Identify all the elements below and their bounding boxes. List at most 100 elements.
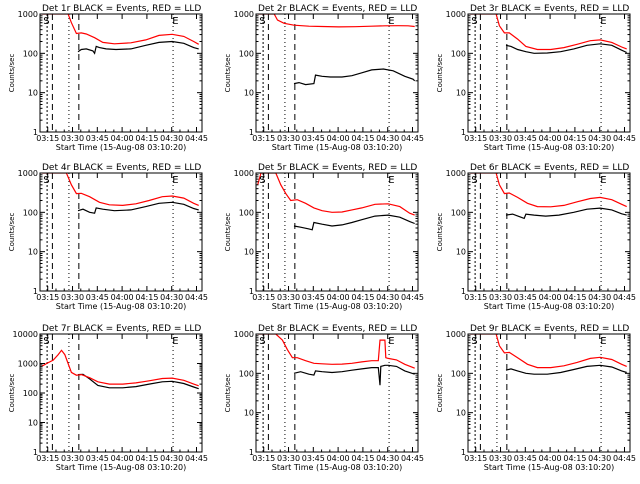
plot-frame — [255, 333, 419, 453]
x-tick-label: 03:45 — [86, 454, 109, 463]
x-tick-label: 03:15 — [36, 134, 59, 143]
y-tick-label: 1 — [33, 128, 38, 137]
marker-s: S — [43, 175, 49, 186]
y-tick-label: 1000 — [234, 10, 254, 19]
x-tick-label: 03:15 — [252, 454, 275, 463]
y-axis-label: Counts/sec — [8, 54, 16, 93]
y-tick-label: 100 — [451, 208, 466, 217]
x-tick-label: 04:15 — [135, 293, 158, 302]
panel-title: Det 2r BLACK = Events, RED = LLD — [258, 4, 417, 14]
panel-title: Det 8r BLACK = Events, RED = LLD — [258, 324, 417, 334]
y-tick-label: 100 — [239, 49, 254, 58]
x-axis-label: Start Time (15-Aug-08 03:10:20) — [484, 302, 615, 311]
marker-e: E — [172, 175, 178, 186]
series-lld — [41, 14, 199, 45]
x-tick-label: 04:00 — [327, 454, 350, 463]
series-events — [77, 201, 199, 214]
x-tick-label: 03:45 — [302, 454, 325, 463]
y-tick-label: 10 — [28, 248, 38, 257]
series-lld — [257, 334, 415, 369]
x-tick-label: 04:45 — [613, 454, 636, 463]
marker-e: E — [388, 336, 394, 347]
y-axis-label: Counts/sec — [8, 374, 16, 413]
y-tick-label: 10 — [244, 409, 254, 418]
x-tick-label: 04:30 — [376, 134, 399, 143]
x-tick-label: 03:45 — [302, 293, 325, 302]
x-axis-label: Start Time (15-Aug-08 03:10:20) — [272, 463, 403, 472]
series-lld — [469, 334, 627, 369]
x-tick-label: 03:15 — [464, 293, 487, 302]
x-axis-label: Start Time (15-Aug-08 03:10:20) — [272, 143, 403, 152]
series-events — [293, 68, 416, 86]
panel-title: Det 3r BLACK = Events, RED = LLD — [470, 4, 629, 14]
plot-frame — [255, 13, 419, 133]
marker-s: S — [259, 336, 265, 347]
series-lld — [469, 173, 627, 208]
x-tick-label: 04:15 — [135, 134, 158, 143]
x-axis-label: Start Time (15-Aug-08 03:10:20) — [56, 463, 187, 472]
x-tick-label: 04:45 — [401, 454, 424, 463]
x-tick-label: 04:00 — [539, 454, 562, 463]
marker-e: E — [388, 175, 394, 186]
y-tick-label: 1000 — [18, 10, 38, 19]
x-tick-label: 03:30 — [489, 293, 512, 302]
x-tick-label: 04:15 — [351, 293, 374, 302]
y-tick-label: 1 — [249, 448, 254, 457]
y-tick-label: 10 — [456, 409, 466, 418]
panel-title: Det 1r BLACK = Events, RED = LLD — [42, 4, 201, 14]
series-lld — [469, 14, 627, 51]
x-tick-label: 03:15 — [464, 134, 487, 143]
marker-s: S — [471, 336, 477, 347]
y-axis-label: Counts/sec — [224, 213, 232, 252]
x-tick-label: 03:15 — [36, 454, 59, 463]
marker-s: S — [471, 16, 477, 27]
y-tick-label: 1000 — [446, 330, 466, 339]
marker-e: E — [388, 16, 394, 27]
plot-frame — [39, 172, 203, 292]
series-events — [505, 364, 627, 375]
x-tick-label: 04:30 — [160, 293, 183, 302]
marker-e: E — [600, 175, 606, 186]
y-tick-label: 1 — [249, 287, 254, 296]
x-axis-label: Start Time (15-Aug-08 03:10:20) — [272, 302, 403, 311]
x-tick-label: 04:00 — [539, 134, 562, 143]
marker-s: S — [43, 336, 49, 347]
panel-det-5: Det 5r BLACK = Events, RED = LLD S E 1 10 100… — [224, 163, 424, 311]
panel-det-7: Det 7r BLACK = Events, RED = LLD S E 1 10 100… — [8, 324, 208, 472]
x-tick-label: 04:30 — [160, 134, 183, 143]
x-tick-label: 04:15 — [351, 454, 374, 463]
y-tick-label: 1 — [249, 128, 254, 137]
x-tick-label: 03:45 — [514, 134, 537, 143]
x-tick-label: 03:15 — [464, 454, 487, 463]
x-axis-label: Start Time (15-Aug-08 03:10:20) — [484, 143, 615, 152]
x-tick-label: 04:45 — [185, 454, 208, 463]
series-lld — [257, 14, 415, 28]
x-tick-label: 03:30 — [277, 293, 300, 302]
marker-e: E — [172, 336, 178, 347]
y-axis-label: Counts/sec — [8, 213, 16, 252]
x-tick-label: 04:45 — [401, 134, 424, 143]
y-tick-label: 100 — [239, 208, 254, 217]
plot-frame — [467, 333, 631, 453]
x-tick-label: 04:30 — [376, 454, 399, 463]
y-tick-label: 1000 — [446, 169, 466, 178]
x-tick-label: 04:45 — [613, 293, 636, 302]
y-axis-label: Counts/sec — [224, 54, 232, 93]
x-tick-label: 03:30 — [277, 134, 300, 143]
panel-title: Det 5r BLACK = Events, RED = LLD — [258, 163, 417, 173]
marker-s: S — [259, 175, 265, 186]
marker-e: E — [600, 336, 606, 347]
series-lld — [41, 349, 199, 387]
x-tick-label: 03:30 — [277, 454, 300, 463]
panel-title: Det 6r BLACK = Events, RED = LLD — [470, 163, 629, 173]
x-tick-label: 04:30 — [160, 454, 183, 463]
x-axis-label: Start Time (15-Aug-08 03:10:20) — [484, 463, 615, 472]
y-tick-label: 1 — [461, 287, 466, 296]
x-tick-label: 03:15 — [252, 134, 275, 143]
plot-frame — [39, 13, 203, 133]
x-tick-label: 04:00 — [327, 134, 350, 143]
y-tick-label: 1000 — [446, 10, 466, 19]
y-tick-label: 100 — [23, 208, 38, 217]
x-tick-label: 04:15 — [563, 134, 586, 143]
x-tick-label: 04:45 — [185, 293, 208, 302]
